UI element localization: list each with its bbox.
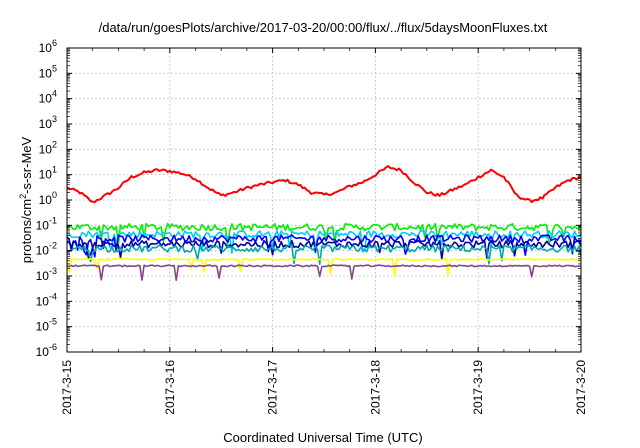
y-tick-label: 10-6 — [36, 342, 57, 359]
y-axis-label: protons/cm2-s-sr-MeV — [18, 136, 34, 263]
y-tick-label: 104 — [39, 89, 57, 106]
series-line-2 — [66, 222, 582, 247]
y-tick-label: 10-5 — [36, 317, 57, 334]
series-line-1 — [66, 165, 582, 204]
x-tick-label: 2017-3-15 — [60, 360, 74, 415]
y-tick-label: 10-4 — [36, 291, 57, 308]
x-axis: 2017-3-15 2017-3-16 2017-3-17 2017-3-18 2017… — [60, 48, 588, 415]
x-tick-label: 2017-3-17 — [266, 360, 280, 415]
y-tick-label: 106 — [39, 38, 57, 55]
x-axis-label: Coordinated Universal Time (UTC) — [223, 430, 422, 445]
y-tick-label: 10-2 — [36, 241, 57, 258]
series-line-8 — [66, 264, 582, 281]
series-line-7 — [66, 257, 582, 277]
series-line-6 — [66, 244, 582, 266]
y-axis-label-sup: 2 — [18, 194, 28, 199]
y-tick-label: 105 — [39, 63, 57, 80]
y-tick-label: 101 — [39, 165, 57, 182]
x-tick-label: 2017-3-19 — [471, 360, 485, 415]
grid — [67, 48, 581, 352]
y-tick-label: 100 — [39, 190, 57, 207]
y-axis-label-pre: protons/cm — [19, 199, 34, 263]
series-line-5 — [66, 239, 582, 260]
y-axis-label-post: -s-sr-MeV — [19, 136, 34, 193]
y-tick-label: 103 — [39, 114, 57, 131]
y-axis: 10-6 10-5 10-4 10-3 10-2 10-1 100 101 102 103 104 1… — [36, 38, 581, 359]
y-tick-label: 10-1 — [36, 215, 57, 232]
x-tick-label: 2017-3-20 — [574, 360, 588, 415]
series-line-3 — [66, 230, 582, 254]
y-tick-label: 102 — [39, 139, 57, 156]
chart-title: /data/run/goesPlots/archive/2017-03-20/0… — [99, 20, 548, 35]
series-layer — [66, 165, 582, 281]
x-tick-label: 2017-3-16 — [163, 360, 177, 415]
x-tick-label: 2017-3-18 — [368, 360, 382, 415]
series-line-4 — [66, 234, 582, 258]
y-tick-label: 10-3 — [36, 266, 57, 283]
